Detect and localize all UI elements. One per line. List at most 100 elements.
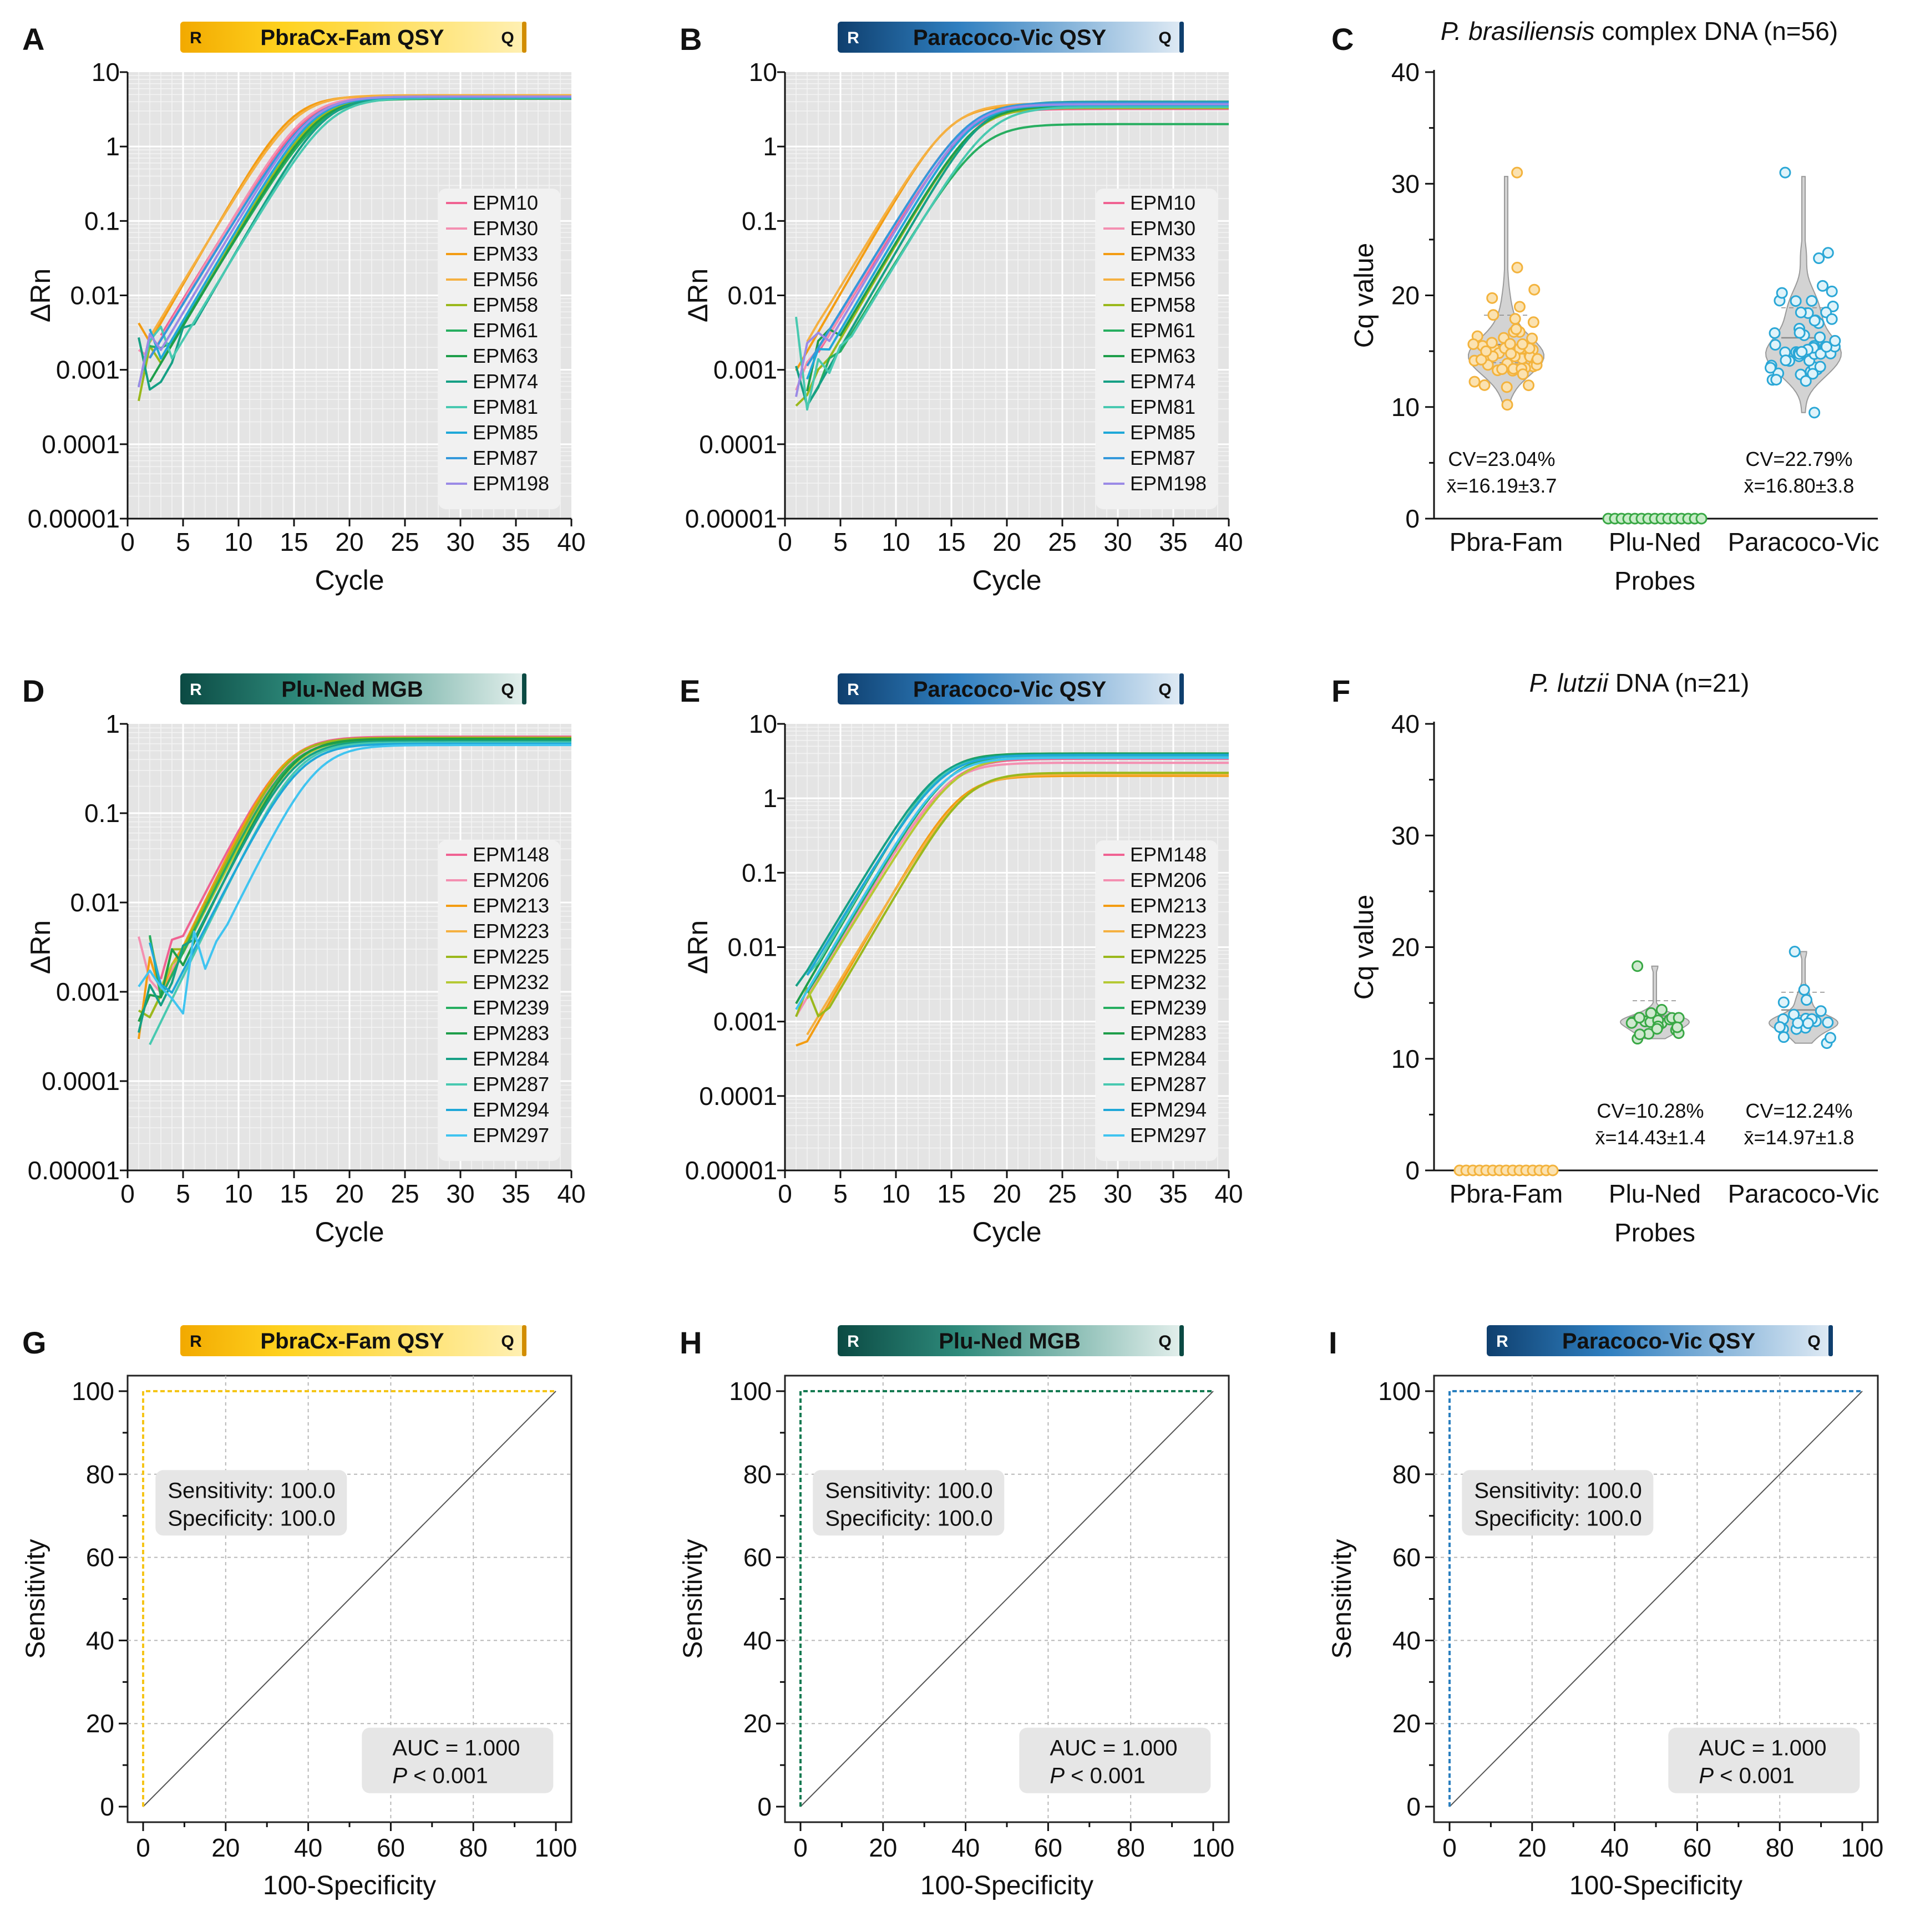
data-point bbox=[1807, 368, 1819, 380]
legend-label-EPM294: EPM294 bbox=[1130, 1098, 1207, 1121]
data-point bbox=[1651, 1023, 1663, 1035]
x-tick-label: 100 bbox=[535, 1833, 577, 1862]
x-tick-label: 80 bbox=[1117, 1833, 1145, 1862]
probe-tag: R Q Paracoco-Vic QSY bbox=[1487, 1325, 1833, 1356]
data-point bbox=[1813, 252, 1825, 265]
y-tick-label: 20 bbox=[1392, 1709, 1421, 1738]
x-tick-label: 35 bbox=[1159, 1179, 1187, 1208]
p-rest: < 0.001 bbox=[1714, 1764, 1795, 1788]
y-axis-label: Sensitivity bbox=[1328, 1539, 1357, 1659]
x-tick-label: 100 bbox=[1192, 1833, 1235, 1862]
probe-tag-q: Q bbox=[1158, 29, 1171, 47]
data-point bbox=[1779, 166, 1791, 179]
curve-EPM297 bbox=[138, 744, 571, 1015]
legend-label-EPM225: EPM225 bbox=[1130, 945, 1207, 968]
y-tick-label: 0.1 bbox=[742, 858, 777, 887]
y-axis-label: ΔRn bbox=[25, 268, 56, 322]
data-point bbox=[1486, 292, 1498, 304]
x-tick-label: 0 bbox=[778, 528, 792, 556]
legend-label-EPM10: EPM10 bbox=[473, 191, 538, 214]
probe-tag-label: Paracoco-Vic QSY bbox=[913, 677, 1107, 702]
sens-spec-box bbox=[155, 1470, 347, 1536]
x-tick-label: 40 bbox=[951, 1833, 980, 1862]
y-tick-label: 0.1 bbox=[84, 799, 120, 828]
x-tick-label: 30 bbox=[446, 528, 474, 556]
data-point bbox=[1695, 513, 1708, 525]
data-point bbox=[1777, 996, 1790, 1008]
data-point bbox=[1501, 399, 1513, 411]
x-tick-label: 40 bbox=[1214, 1179, 1243, 1208]
amp-plot-E: 0 5 10 15 20 25 30 35 40 10 1 0.1 0.01 0.001 0.0001 0.0… bbox=[682, 709, 1243, 1248]
reference-diagonal bbox=[143, 1391, 556, 1807]
legend-label-EPM148: EPM148 bbox=[1130, 843, 1207, 866]
data-point bbox=[1633, 1012, 1645, 1024]
data-point bbox=[1532, 353, 1544, 365]
data-point bbox=[1770, 373, 1782, 386]
data-point bbox=[1764, 362, 1776, 374]
y-tick-label: 0 bbox=[1405, 504, 1420, 533]
x-tick-label: 40 bbox=[1600, 1833, 1629, 1862]
data-point bbox=[1769, 327, 1781, 339]
y-tick-label: 0.0001 bbox=[42, 430, 120, 459]
mean-label: x̄=14.97±1.8 bbox=[1744, 1126, 1855, 1149]
data-point bbox=[1821, 341, 1833, 353]
x-axis-label: 100-Specificity bbox=[263, 1871, 436, 1900]
p-italic: P bbox=[392, 1764, 407, 1788]
probe-tag: R Q PbraCx-Fam QSY bbox=[180, 22, 526, 53]
y-tick-label: 80 bbox=[86, 1460, 114, 1489]
probe-tag-label: Paracoco-Vic QSY bbox=[1562, 1329, 1756, 1353]
auc-box bbox=[1668, 1727, 1860, 1793]
data-point bbox=[1795, 306, 1807, 318]
probe-tag-r: R bbox=[847, 681, 859, 699]
x-tick-label: 5 bbox=[833, 528, 848, 556]
data-point bbox=[1798, 983, 1810, 996]
probe-tag-label: PbraCx-Fam QSY bbox=[260, 26, 444, 50]
p-value-label: P < 0.001 bbox=[1699, 1764, 1794, 1788]
data-point bbox=[1513, 301, 1526, 313]
y-tick-label: 1 bbox=[105, 132, 120, 161]
legend-label-EPM206: EPM206 bbox=[1130, 869, 1207, 891]
legend-label-EPM239: EPM239 bbox=[473, 996, 549, 1019]
legend-label-EPM198: EPM198 bbox=[1130, 472, 1207, 495]
x-axis-label: Cycle bbox=[315, 565, 384, 596]
p-value-label: P < 0.001 bbox=[392, 1764, 488, 1788]
probe-tag-cap bbox=[1828, 1325, 1833, 1356]
legend-label-EPM33: EPM33 bbox=[1130, 242, 1195, 265]
data-point bbox=[1817, 280, 1829, 292]
data-point bbox=[1800, 994, 1812, 1006]
x-tick-label: 20 bbox=[1518, 1833, 1546, 1862]
curve-EPM206 bbox=[795, 762, 1229, 1017]
probe-tag-r: R bbox=[190, 29, 202, 47]
probe-tag-cap bbox=[522, 1325, 526, 1356]
x-tick-label: 80 bbox=[1766, 1833, 1794, 1862]
legend-label-EPM213: EPM213 bbox=[1130, 894, 1207, 917]
cv-label: CV=10.28% bbox=[1597, 1099, 1704, 1122]
data-point bbox=[1800, 375, 1812, 387]
legend-box bbox=[1096, 840, 1218, 1161]
p-rest: < 0.001 bbox=[407, 1764, 488, 1788]
y-tick-label: 0.01 bbox=[70, 281, 120, 310]
sensitivity-label: Sensitivity: 100.0 bbox=[825, 1478, 992, 1503]
data-point bbox=[1516, 338, 1528, 350]
y-tick-label: 0.0001 bbox=[699, 1082, 777, 1110]
probe-tag-r: R bbox=[847, 29, 859, 47]
amp-plot-B: 0 5 10 15 20 25 30 35 40 10 1 0.1 0.01 0.001 0.0001 0.0… bbox=[682, 58, 1243, 596]
sens-spec-box bbox=[1462, 1470, 1654, 1536]
x-tick-label: 80 bbox=[459, 1833, 488, 1862]
x-tick-label: 35 bbox=[1159, 528, 1187, 556]
legend-label-EPM287: EPM287 bbox=[1130, 1073, 1207, 1096]
x-tick-label: 0 bbox=[778, 1179, 792, 1208]
auc-label: AUC = 1.000 bbox=[392, 1736, 520, 1761]
x-axis-label: Cycle bbox=[315, 1216, 384, 1248]
x-tick-label: 40 bbox=[557, 528, 585, 556]
cv-label: CV=22.79% bbox=[1745, 448, 1852, 470]
data-point bbox=[1776, 287, 1788, 299]
legend-label-EPM297: EPM297 bbox=[1130, 1124, 1207, 1147]
specificity-label: Specificity: 100.0 bbox=[168, 1506, 335, 1530]
legend-label-EPM61: EPM61 bbox=[473, 319, 538, 342]
x-axis-label: Probes bbox=[1614, 566, 1695, 595]
curve-EPM225 bbox=[138, 736, 571, 1018]
legend-label-EPM74: EPM74 bbox=[1130, 370, 1195, 393]
violin-plot-F: P. lutzii DNA (n=21) 0 10 20 30 40 Pbra-Fam Plu… bbox=[1350, 668, 1879, 1247]
